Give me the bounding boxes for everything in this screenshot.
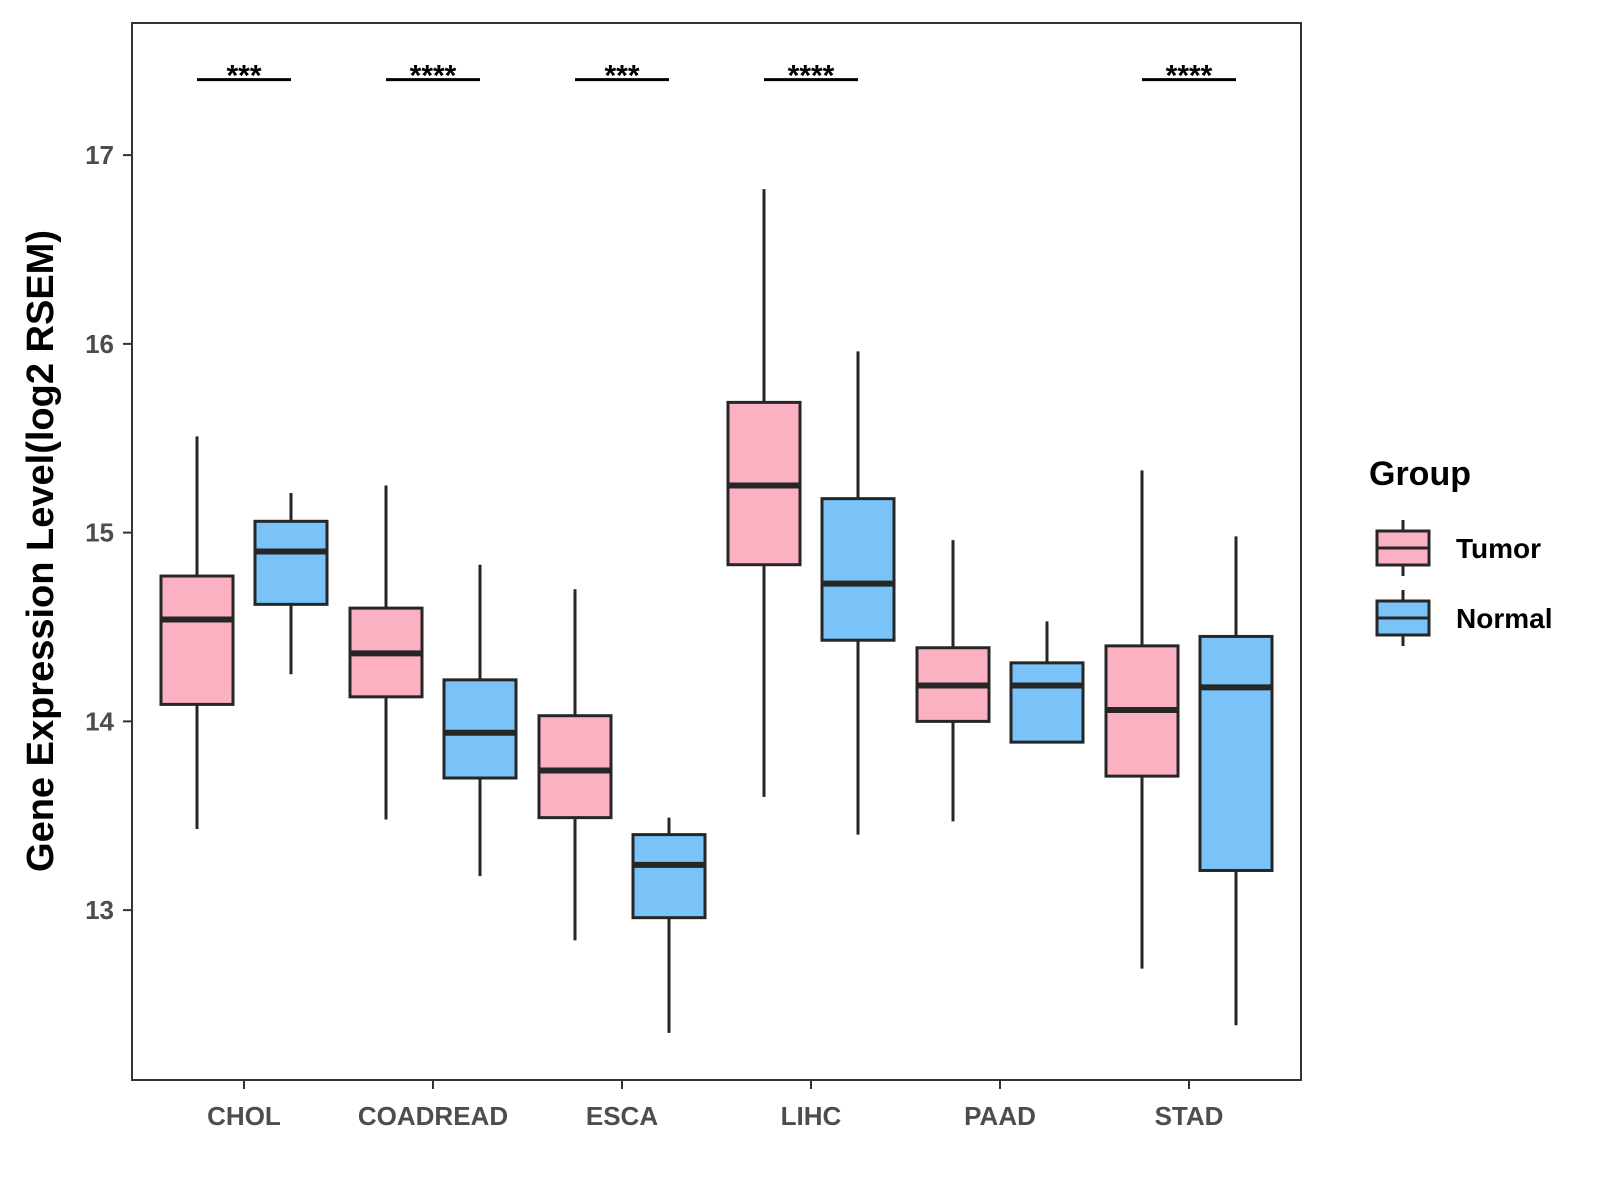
x-tick-label: CHOL — [207, 1101, 281, 1131]
box-iqr — [159, 574, 235, 706]
box-iqr — [1198, 634, 1274, 872]
significance-esca: *** — [575, 60, 669, 93]
significance-annotations: *** **** *** **** **** — [197, 60, 1236, 93]
significance-label: **** — [788, 60, 835, 93]
y-tick-label: 16 — [85, 329, 114, 359]
x-tick-label: PAAD — [964, 1101, 1036, 1131]
y-axis-title: Gene Expression Level(log2 RSEM) — [20, 230, 62, 872]
box-normal-esca — [631, 817, 707, 1033]
box-tumor-lihc — [726, 189, 802, 797]
plot-panel-border — [131, 22, 1302, 1081]
legend-item-normal: Normal — [1375, 590, 1552, 646]
legend-label: Normal — [1456, 603, 1552, 634]
box-iqr — [442, 678, 518, 780]
box-tumor-coadread — [348, 485, 424, 820]
boxes-layer — [159, 189, 1274, 1033]
box-iqr — [1009, 661, 1085, 744]
box-iqr — [537, 714, 613, 820]
significance-chol: *** — [197, 60, 291, 93]
significance-lihc: **** — [764, 60, 858, 93]
x-axis: CHOL COADREAD ESCA LIHC PAAD STAD — [207, 1080, 1223, 1131]
legend-title: Group — [1369, 455, 1471, 493]
box-tumor-esca — [537, 589, 613, 941]
x-tick-label: COADREAD — [358, 1101, 508, 1131]
box-normal-stad — [1198, 536, 1274, 1026]
box-normal-lihc — [820, 351, 896, 835]
box-normal-chol — [253, 492, 329, 675]
box-tumor-chol — [159, 436, 235, 829]
significance-label: *** — [604, 60, 639, 93]
legend: Group Tumor Normal — [1369, 455, 1552, 646]
significance-coadread: **** — [386, 60, 480, 93]
significance-label: **** — [410, 60, 457, 93]
legend-label: Tumor — [1456, 533, 1541, 564]
y-tick-label: 17 — [85, 140, 114, 170]
significance-label: **** — [1166, 60, 1213, 93]
x-tick-label: ESCA — [586, 1101, 658, 1131]
box-normal-coadread — [442, 564, 518, 877]
legend-item-tumor: Tumor — [1375, 520, 1541, 576]
box-iqr — [820, 497, 896, 642]
box-iqr — [253, 519, 329, 606]
significance-label: *** — [226, 60, 261, 93]
box-normal-paad — [1009, 621, 1085, 744]
x-tick-label: LIHC — [781, 1101, 842, 1131]
y-tick-label: 15 — [85, 518, 114, 548]
box-tumor-paad — [915, 540, 991, 822]
significance-stad: **** — [1142, 60, 1236, 93]
y-tick-label: 14 — [85, 706, 114, 736]
box-iqr — [631, 833, 707, 920]
box-tumor-stad — [1104, 470, 1180, 969]
x-tick-label: STAD — [1155, 1101, 1224, 1131]
y-tick-label: 13 — [85, 895, 114, 925]
y-axis: 13 14 15 16 17 — [85, 140, 132, 925]
